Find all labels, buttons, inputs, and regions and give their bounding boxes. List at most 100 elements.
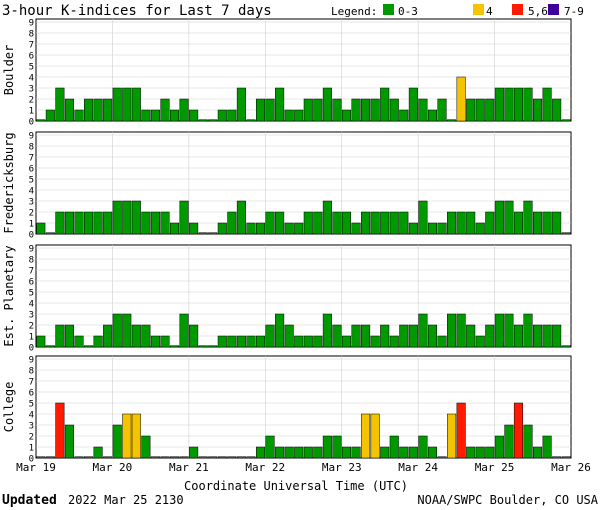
k-index-bar: [447, 211, 457, 235]
k-index-bar: [542, 211, 552, 235]
k-index-bar: [322, 87, 332, 122]
k-index-bar: [332, 211, 342, 235]
k-index-bar: [523, 313, 533, 348]
k-index-bar: [322, 200, 332, 235]
k-index-bar: [236, 456, 246, 459]
chart-header: 3-hour K-indices for Last 7 days Legend:…: [2, 3, 584, 19]
k-index-bar: [380, 87, 390, 122]
k-index-bar: [361, 98, 371, 122]
k-index-bar: [275, 87, 285, 122]
k-index-bar: [103, 324, 113, 348]
k-index-bar: [313, 446, 323, 459]
k-index-bar: [389, 435, 399, 459]
y-tick-label: 4: [29, 187, 34, 197]
k-index-bar: [170, 222, 180, 235]
k-index-bar: [275, 446, 285, 459]
x-tick-label: Mar 26: [551, 461, 591, 474]
chart-footer: Updated 2022 Mar 25 2130 NOAA/SWPC Bould…: [2, 493, 599, 508]
k-index-bar: [513, 402, 523, 459]
k-index-bar: [141, 435, 151, 459]
k-index-bar: [208, 456, 218, 459]
k-index-bar: [370, 413, 380, 459]
k-index-bar: [208, 119, 218, 122]
k-index-bar: [418, 435, 428, 459]
k-index-bar: [265, 435, 275, 459]
k-index-bar: [523, 87, 533, 122]
k-index-bar: [466, 446, 476, 459]
k-index-bar: [542, 324, 552, 348]
k-index-bar: [561, 456, 571, 459]
k-index-bar: [294, 109, 304, 122]
k-index-bar: [198, 345, 208, 348]
k-index-bar: [332, 435, 342, 459]
k-index-bar: [55, 402, 65, 459]
k-index-bar: [399, 109, 409, 122]
k-index-bar: [552, 456, 562, 459]
k-index-bar: [427, 446, 438, 459]
k-index-bar: [408, 87, 418, 122]
k-index-bar: [313, 98, 323, 122]
k-index-bar: [208, 345, 218, 348]
k-index-bar: [84, 345, 94, 348]
y-tick-label: 1: [29, 220, 34, 230]
x-axis: Mar 19 Mar 20 Mar 21 Mar 22 Mar 23 Mar 24 Mar …: [16, 461, 591, 474]
k-index-bar: [389, 335, 399, 348]
k-index-bar: [84, 211, 94, 235]
legend: 0-3 4 5,6 7-9: [383, 4, 584, 18]
y-tick-label: 4: [29, 300, 34, 310]
legend-swatch: [383, 4, 394, 15]
k-index-bar: [284, 324, 294, 348]
k-index-bar: [504, 424, 514, 459]
x-tick-label: Mar 22: [245, 461, 285, 474]
legend-swatch: [548, 4, 559, 15]
k-index-bar: [74, 456, 84, 459]
k-index-bar: [150, 109, 160, 122]
y-tick-label: 1: [29, 107, 34, 117]
legend-item-label: 0-3: [398, 5, 418, 18]
k-index-bar: [112, 87, 122, 122]
y-tick-label: 8: [29, 30, 34, 40]
k-index-bar: [45, 232, 55, 235]
k-index-bar: [303, 98, 313, 122]
k-index-bar: [341, 109, 352, 122]
k-index-bar: [303, 335, 313, 348]
k-index-bar: [255, 98, 266, 122]
k-index-bar: [475, 335, 485, 348]
k-index-bar: [189, 446, 199, 459]
y-tick-label: 6: [29, 52, 34, 62]
x-tick-label: Mar 19: [16, 461, 56, 474]
k-index-bar: [131, 324, 141, 348]
k-index-bar: [275, 211, 285, 235]
k-index-bar: [294, 335, 304, 348]
k-index-bar: [265, 211, 275, 235]
k-index-bar: [246, 456, 256, 459]
y-tick-label: 6: [29, 278, 34, 288]
k-index-bar: [246, 222, 256, 235]
k-index-bar: [494, 313, 504, 348]
k-index-bar: [542, 87, 552, 122]
k-index-bar: [36, 335, 46, 348]
k-index-bar: [341, 446, 352, 459]
k-index-bar: [103, 211, 113, 235]
k-index-bar: [55, 211, 65, 235]
k-index-bar: [217, 456, 227, 459]
k-index-bar: [303, 446, 313, 459]
k-index-bar: [341, 211, 352, 235]
k-index-bar: [170, 109, 180, 122]
k-index-bar: [351, 324, 361, 348]
k-index-bar: [255, 222, 266, 235]
k-index-bar: [179, 98, 189, 122]
x-tick-label: Mar 25: [475, 461, 515, 474]
legend-label: Legend:: [331, 5, 377, 18]
k-index-bar: [198, 456, 208, 459]
k-index-bar: [418, 313, 428, 348]
updated-value: 2022 Mar 25 2130: [68, 493, 184, 507]
y-tick-label: 1: [29, 333, 34, 343]
k-index-bar: [466, 211, 476, 235]
y-tick-label: 2: [29, 433, 34, 443]
k-index-bar: [370, 98, 380, 122]
k-index-bar: [389, 98, 399, 122]
k-index-bar: [552, 324, 562, 348]
